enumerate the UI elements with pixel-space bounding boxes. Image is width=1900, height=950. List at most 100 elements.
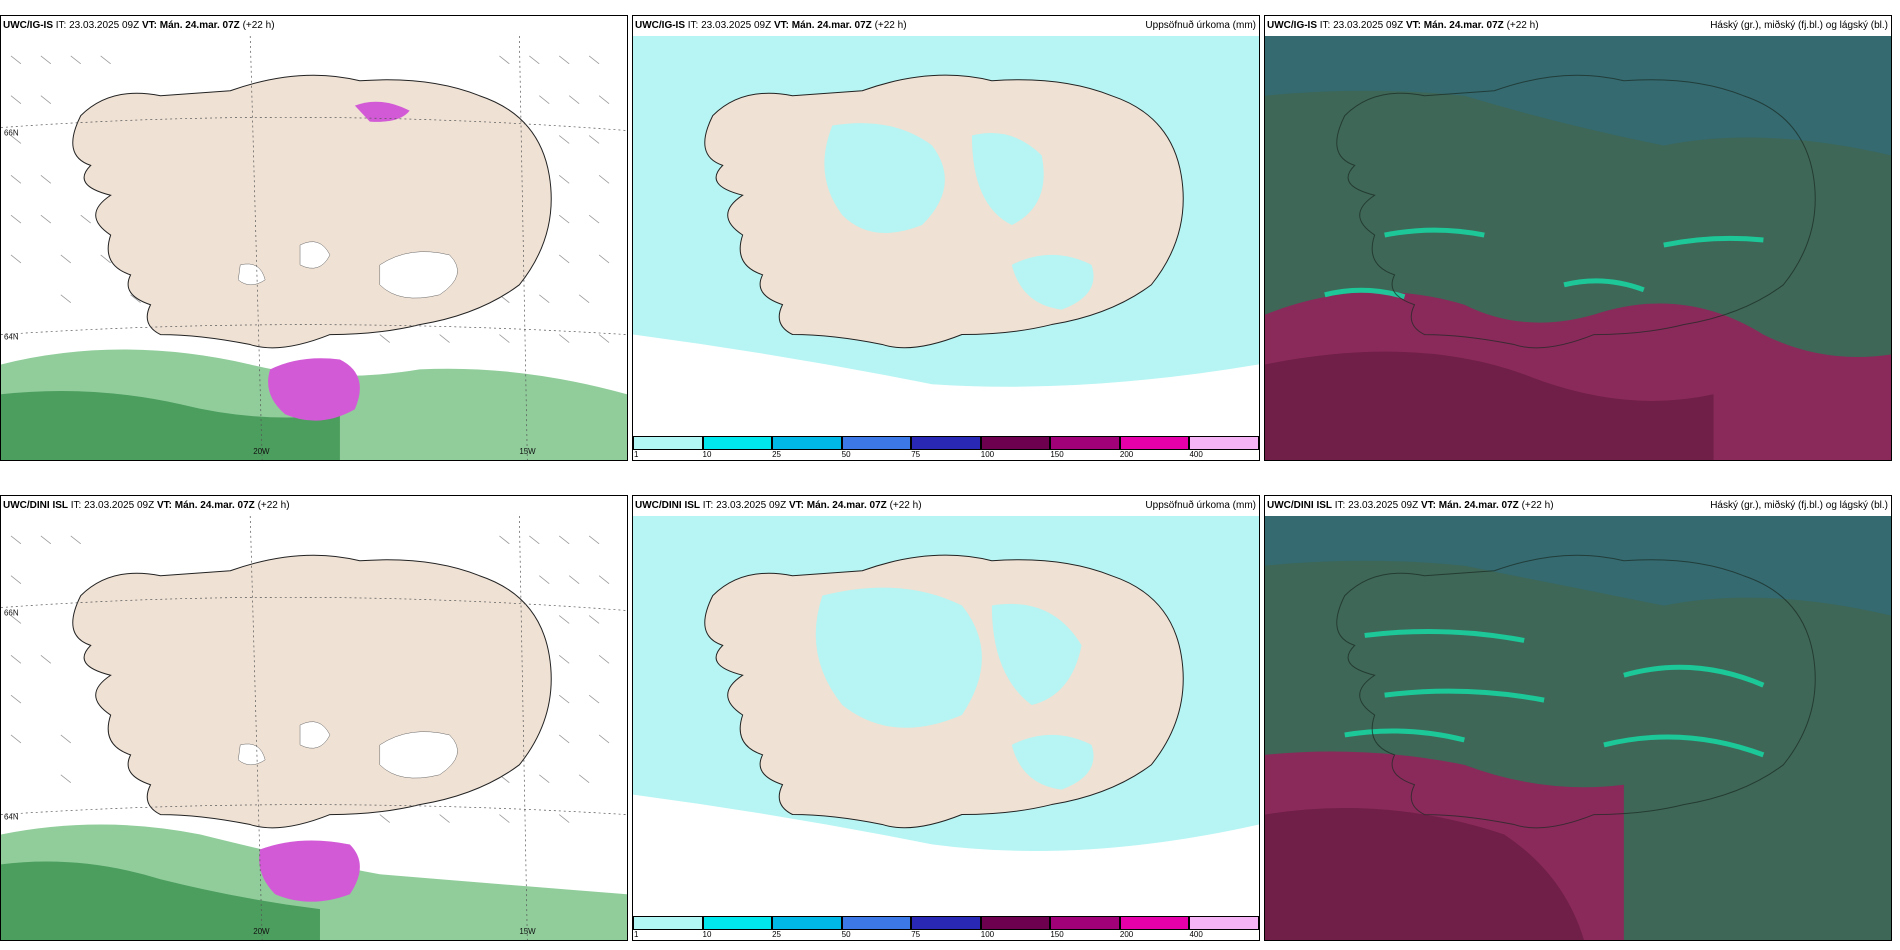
colorbar-swatch [1189, 916, 1259, 930]
lead-time: (+22 h) [889, 500, 922, 511]
it-value: 23.03.2025 09Z [701, 20, 772, 31]
colorbar-swatch [1119, 436, 1190, 450]
panel-header: UWC/IG-IS IT: 23.03.2025 09Z VT: Mán. 24… [1265, 16, 1891, 36]
map-area: 66N 64N 20W 15W [1, 516, 627, 940]
colorbar-tick-label: 100 [980, 930, 995, 939]
vt-value: Mán. 24.mar. 07Z [1423, 20, 1504, 31]
lead-time: (+22 h) [242, 20, 275, 31]
vt-label: VT: [788, 500, 804, 511]
it-value: 23.03.2025 09Z [1348, 500, 1419, 511]
model-name: UWC/IG-IS [3, 20, 53, 31]
it-label: IT: [55, 20, 67, 31]
lon-label-20w: 20W [253, 447, 270, 456]
lon-label-20w: 20W [253, 927, 270, 936]
map-area: 66N 64N 20W 15W [1, 36, 627, 460]
it-value: 23.03.2025 09Z [84, 500, 155, 511]
map-area [633, 516, 1259, 914]
colorbar-tick-label: 25 [772, 450, 782, 459]
it-value: 23.03.2025 09Z [69, 20, 140, 31]
model-name: UWC/DINI ISL [1267, 500, 1332, 511]
model-name: UWC/DINI ISL [3, 500, 68, 511]
map-area [1265, 516, 1891, 940]
vt-value: Mán. 24.mar. 07Z [159, 20, 240, 31]
panel-header: UWC/DINI ISL IT: 23.03.2025 09Z VT: Mán.… [1, 496, 627, 516]
precip-map-panel-dini: UWC/DINI ISL IT: 23.03.2025 09Z VT: Mán.… [632, 495, 1260, 941]
it-label: IT: [702, 500, 714, 511]
it-value: 23.03.2025 09Z [716, 500, 787, 511]
lat-label-66: 66N [4, 609, 19, 618]
vt-label: VT: [1405, 20, 1421, 31]
colorbar-swatch [633, 436, 703, 450]
lead-time: (+22 h) [257, 500, 290, 511]
it-label: IT: [1334, 500, 1346, 511]
colorbar-swatch [841, 436, 912, 450]
vt-value: Mán. 24.mar. 07Z [806, 500, 887, 511]
lat-label-64: 64N [4, 813, 19, 822]
colorbar-tick-label: 200 [1119, 450, 1134, 459]
model-name: UWC/IG-IS [635, 20, 685, 31]
it-label: IT: [70, 500, 82, 511]
colorbar-swatch [772, 916, 842, 930]
colorbar-swatch [1189, 436, 1259, 450]
panel-header: UWC/DINI ISL IT: 23.03.2025 09Z VT: Mán.… [1265, 496, 1891, 516]
vt-label: VT: [1420, 500, 1436, 511]
colorbar-swatch [1119, 916, 1190, 930]
colorbar-tick-label: 150 [1050, 930, 1064, 939]
cloud-map-panel-ig: UWC/IG-IS IT: 23.03.2025 09Z VT: Mán. 24… [1264, 15, 1892, 461]
panel-header: UWC/DINI ISL IT: 23.03.2025 09Z VT: Mán.… [633, 496, 1259, 516]
panel-title: Háský (gr.), miðský (fj.bl.) og lágský (… [1710, 500, 1888, 511]
colorbar-swatch [633, 916, 703, 930]
cloud-map-panel-dini: UWC/DINI ISL IT: 23.03.2025 09Z VT: Mán.… [1264, 495, 1892, 941]
lat-label-64: 64N [4, 333, 19, 342]
vt-label: VT: [156, 500, 172, 511]
colorbar-tick-label: 1 [634, 930, 639, 939]
colorbar-swatch [841, 916, 912, 930]
colorbar-tick-label: 400 [1189, 930, 1203, 939]
colorbar-tick-label: 10 [702, 450, 712, 459]
model-name: UWC/IG-IS [1267, 20, 1317, 31]
colorbar-tick-label: 50 [841, 450, 851, 459]
lon-label-15w: 15W [519, 927, 536, 936]
snow-wind-map-panel-dini: UWC/DINI ISL IT: 23.03.2025 09Z VT: Mán.… [0, 495, 628, 941]
colorbar-tick-label: 100 [980, 450, 995, 459]
colorbar-swatch [772, 436, 842, 450]
colorbar-tick-label: 75 [911, 930, 921, 939]
precip-colorbar: 1 10 25 50 75 100 150 200 400 [633, 914, 1259, 940]
colorbar-tick-label: 25 [772, 930, 782, 939]
colorbar-tick-label: 1 [634, 450, 639, 459]
colorbar-swatch [702, 436, 773, 450]
vt-value: Mán. 24.mar. 07Z [1438, 500, 1519, 511]
panel-title: Uppsöfnuð úrkoma (mm) [1145, 500, 1256, 511]
colorbar-tick-label: 50 [841, 930, 851, 939]
model-name: UWC/DINI ISL [635, 500, 700, 511]
precip-colorbar: 1 10 25 50 75 100 150 200 400 [633, 434, 1259, 460]
panel-title: Háský (gr.), miðský (fj.bl.) og lágský (… [1710, 20, 1888, 31]
colorbar-swatch [911, 436, 981, 450]
panel-header: UWC/IG-IS IT: 23.03.2025 09Z VT: Mán. 24… [633, 16, 1259, 36]
colorbar-tick-label: 150 [1050, 450, 1064, 459]
precip-map-panel-ig: UWC/IG-IS IT: 23.03.2025 09Z VT: Mán. 24… [632, 15, 1260, 461]
colorbar-tick-label: 200 [1119, 930, 1134, 939]
colorbar-swatch [980, 916, 1051, 930]
colorbar-swatch [1050, 436, 1120, 450]
panel-title: Uppsöfnuð úrkoma (mm) [1145, 20, 1256, 31]
vt-value: Mán. 24.mar. 07Z [791, 20, 872, 31]
lead-time: (+22 h) [874, 20, 907, 31]
colorbar-tick-label: 75 [911, 450, 921, 459]
panel-header: UWC/IG-IS IT: 23.03.2025 09Z VT: Mán. 24… [1, 16, 627, 36]
colorbar-tick-label: 400 [1189, 450, 1203, 459]
lead-time: (+22 h) [1521, 500, 1554, 511]
lat-label-66: 66N [4, 129, 19, 138]
snow-wind-map-panel-ig: UWC/IG-IS IT: 23.03.2025 09Z VT: Mán. 24… [0, 15, 628, 461]
colorbar-swatch [980, 436, 1051, 450]
it-label: IT: [1319, 20, 1331, 31]
colorbar-swatch [702, 916, 773, 930]
lead-time: (+22 h) [1506, 20, 1539, 31]
colorbar-swatch [911, 916, 981, 930]
lon-label-15w: 15W [519, 447, 536, 456]
vt-label: VT: [141, 20, 157, 31]
it-value: 23.03.2025 09Z [1333, 20, 1404, 31]
map-area [633, 36, 1259, 434]
vt-label: VT: [773, 20, 789, 31]
colorbar-tick-label: 10 [702, 930, 712, 939]
